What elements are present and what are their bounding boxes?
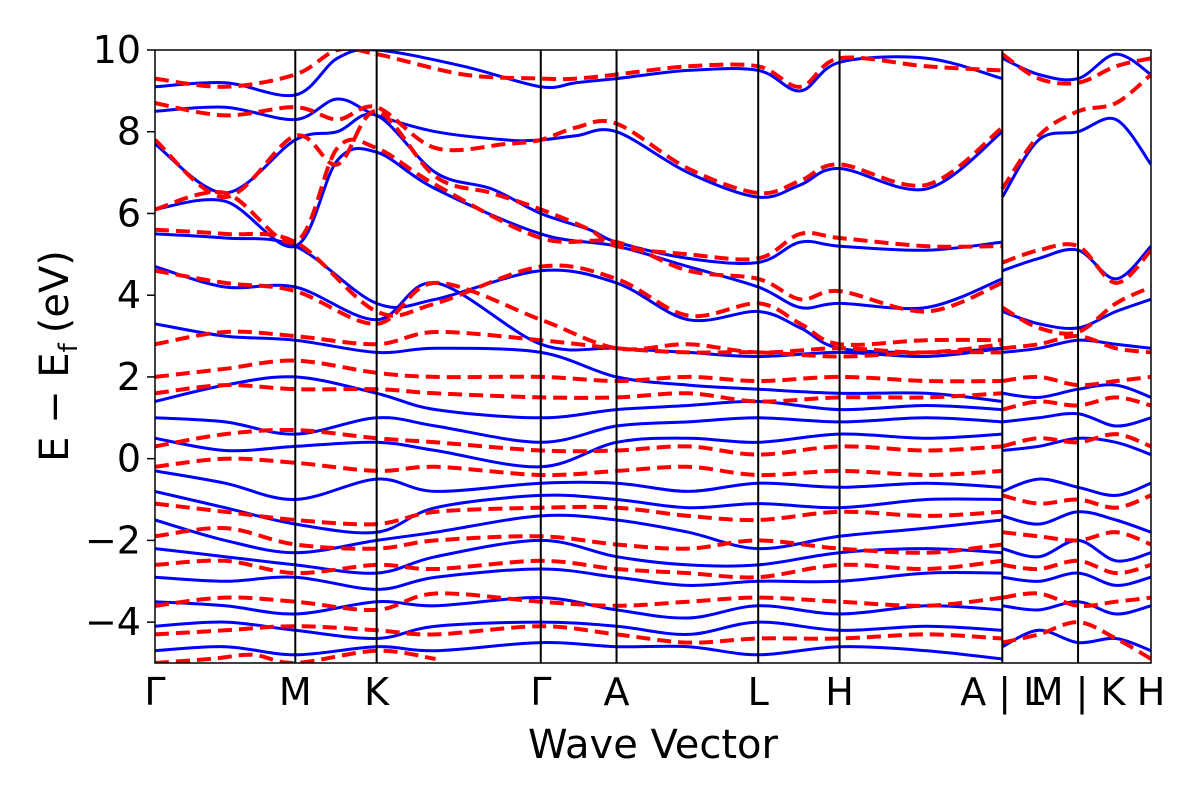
y-tick-label-2: 0	[117, 437, 141, 481]
y-tick-label-6: 8	[117, 110, 141, 154]
band-dashed-38	[155, 329, 1003, 359]
y-tick-label-1: −2	[85, 518, 141, 562]
x-tick-label-7: A | L	[960, 670, 1044, 715]
band-dashed-59	[1002, 558, 1151, 576]
band-solid-12	[155, 513, 1003, 555]
band-dashed-45	[155, 558, 1003, 580]
band-solid-14	[155, 567, 1003, 591]
y-tick-label-4: 4	[117, 273, 141, 317]
band-dashed-61	[1001, 620, 1151, 661]
x-tick-label-6: H	[825, 670, 854, 714]
band-dashed-41	[155, 427, 1003, 457]
high-symmetry-lines	[294, 50, 1080, 663]
y-tick-label-5: 6	[117, 191, 141, 235]
x-tick-label-2: K	[364, 670, 390, 714]
x-tick-label-4: A	[604, 670, 630, 714]
band-dashed-37	[155, 268, 1003, 355]
band-dashed-44	[155, 525, 1003, 555]
band-dashed-57	[1001, 493, 1151, 510]
y-tick-label-0: −4	[85, 600, 141, 644]
band-solid-13	[155, 538, 1003, 575]
band-dashed-46	[155, 591, 1003, 613]
x-tick-label-9: H	[1137, 670, 1166, 714]
band-dashed-42	[155, 456, 1003, 478]
band-dashed-34	[155, 109, 1003, 262]
band-dashed-55	[1001, 395, 1151, 412]
x-axis-title: Wave Vector	[528, 722, 779, 768]
band-solid-17	[155, 641, 1003, 661]
band-dashed-56	[1001, 432, 1151, 449]
band-dashed-39	[155, 358, 1003, 384]
band-dashed-43	[155, 501, 1003, 527]
band-solid-8	[155, 416, 1003, 444]
band-dashed-47	[155, 624, 1003, 645]
band-dashed-51	[1001, 242, 1151, 285]
y-axis-title-unit: (eV)	[32, 250, 78, 333]
band-dashed-60	[1002, 591, 1151, 609]
y-axis-title: E − Ef (eV)	[32, 250, 84, 462]
y-axis-title-main: E − E	[32, 352, 78, 462]
x-tick-label-1: M	[279, 670, 312, 714]
band-dashed-33	[155, 101, 1004, 196]
plot-frame	[154, 49, 1152, 664]
band-solid-0	[155, 50, 1003, 98]
band-solid-2	[155, 112, 1003, 265]
band-solid-1	[155, 97, 1004, 199]
y-tick-label-3: 2	[117, 355, 141, 399]
y-axis-title-subscript: f	[54, 342, 84, 352]
band-dashed-48	[155, 648, 436, 663]
x-tick-label-5: L	[748, 670, 769, 714]
x-tick-label-8: M | K	[1031, 670, 1127, 715]
band-dashed-32	[155, 50, 1003, 89]
band-dashed-40	[155, 383, 1003, 404]
band-solid-16	[155, 620, 1003, 641]
x-tick-label-3: Γ	[530, 670, 551, 714]
y-tick-label-7: 10	[93, 28, 141, 72]
band-dashed-52	[1001, 285, 1151, 336]
band-solid-7	[155, 375, 1003, 420]
x-tick-label-0: Γ	[144, 670, 165, 714]
y-ticks: −4 −2 0 2 4 6 8 10	[85, 28, 155, 644]
